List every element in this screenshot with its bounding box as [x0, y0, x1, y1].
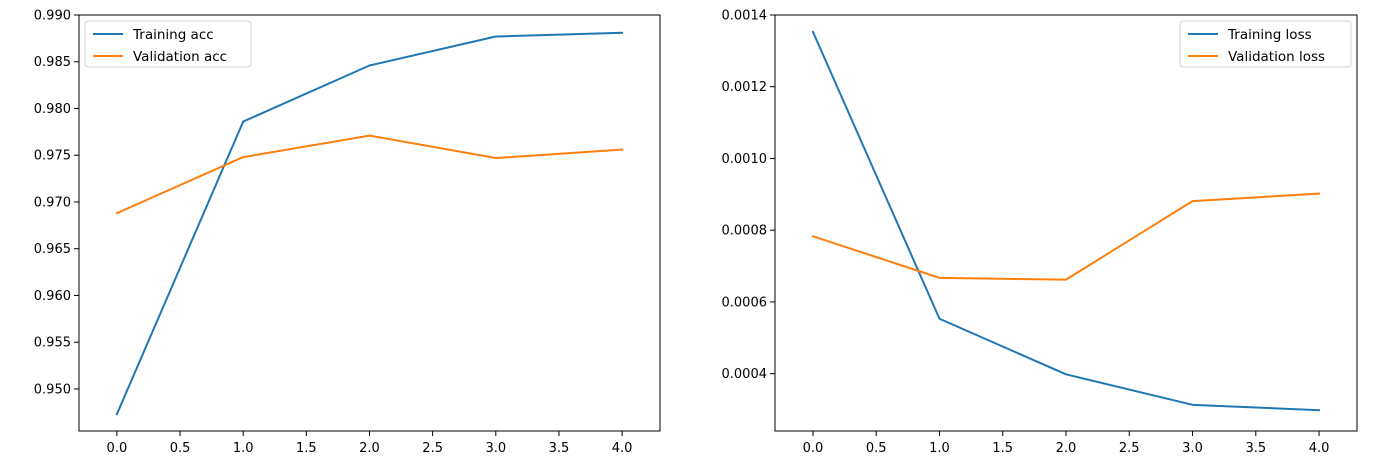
- x-tick-label: 3.0: [485, 441, 506, 456]
- legend: Training loss Validation loss: [1179, 20, 1352, 68]
- legend-label-1: Training acc: [132, 27, 214, 43]
- axes-frame: [774, 14, 1358, 432]
- y-tick-label: 0.0012: [722, 80, 768, 95]
- axes-frame: [78, 14, 661, 432]
- x-tick-label: 2.0: [1056, 441, 1077, 456]
- x-tick-label: 4.0: [612, 441, 633, 456]
- x-tick-label: 1.5: [992, 441, 1013, 456]
- legend-box: [84, 20, 252, 68]
- chart-1: 0.0 0.5 1.0 1.5 2.0 2.5 3.0 3.5 4.0 0.950 0.955 0.9…: [34, 9, 661, 456]
- series-line-1: [115, 31, 624, 416]
- series-line-1: [811, 30, 1321, 412]
- y-tick-label: 0.990: [34, 9, 71, 24]
- y-tick-label: 0.955: [34, 336, 71, 351]
- y-tick-label: 0.0010: [722, 152, 768, 167]
- x-tick-label: 3.0: [1182, 441, 1203, 456]
- x-tick-label: 1.0: [233, 441, 254, 456]
- x-tick-label: 2.0: [359, 441, 380, 456]
- x-tick-label: 0.5: [170, 441, 191, 456]
- x-tick-label: 0.0: [803, 441, 824, 456]
- legend-box: [1179, 20, 1352, 68]
- y-tick-label: 0.975: [34, 149, 71, 164]
- x-tick-label: 2.5: [1119, 441, 1140, 456]
- y-tick-label: 0.0014: [722, 9, 768, 24]
- y-tick-label: 0.0006: [722, 295, 768, 310]
- x-tick-label: 1.5: [296, 441, 317, 456]
- x-tick-label: 0.0: [107, 441, 128, 456]
- series-line-2: [115, 134, 624, 215]
- series-line-2: [811, 192, 1321, 281]
- legend: Training acc Validation acc: [84, 20, 252, 68]
- y-tick-label: 0.970: [34, 195, 71, 210]
- x-tick-label: 1.0: [929, 441, 950, 456]
- x-tick-label: 2.5: [422, 441, 443, 456]
- legend-label-1: Training loss: [1227, 27, 1312, 43]
- x-tick-label: 0.5: [866, 441, 887, 456]
- y-tick-label: 0.980: [34, 102, 71, 117]
- y-tick-label: 0.0008: [722, 224, 768, 239]
- y-tick-label: 0.960: [34, 289, 71, 304]
- y-tick-label: 0.965: [34, 242, 71, 257]
- chart-2: 0.0 0.5 1.0 1.5 2.0 2.5 3.0 3.5 4.0 0.0004 0.0006 0…: [722, 9, 1358, 456]
- x-tick-label: 3.5: [549, 441, 570, 456]
- x-tick-label: 3.5: [1245, 441, 1266, 456]
- legend-label-2: Validation loss: [1228, 49, 1325, 65]
- x-tick-label: 4.0: [1309, 441, 1330, 456]
- y-tick-label: 0.0004: [722, 367, 768, 382]
- y-tick-label: 0.985: [34, 55, 71, 70]
- legend-label-2: Validation acc: [133, 49, 227, 65]
- y-tick-label: 0.950: [34, 382, 71, 397]
